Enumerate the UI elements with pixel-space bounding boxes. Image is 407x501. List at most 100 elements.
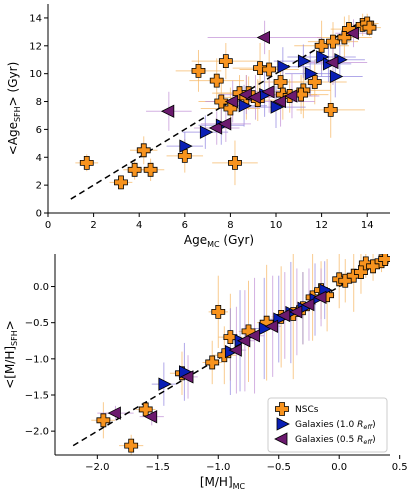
legend-marker [274,432,288,446]
data-point [224,94,239,109]
data-point [301,297,315,312]
legend: NSCs Galaxies (1.0 Reff) Galaxies (0.5 Ref… [267,397,388,453]
data-point [143,410,158,424]
legend-marker [276,417,290,431]
data-point [228,343,242,357]
x-axis-label-main: Age [184,233,207,247]
y-tick-label: 8 [36,97,42,108]
plot-area [70,13,381,200]
data-point [107,406,121,420]
age-panel: 0 2 4 6 8 10 12 14 0 2 4 6 8 10 12 14 AgeMC (Gyr) <AgeSFH… [6,4,390,249]
y-axis-label-sub: SFH [10,330,19,346]
data-point [358,256,373,271]
x-tick-label: −1.5 [146,462,170,473]
data-point [96,413,111,428]
y-tick-label: −0.5 [25,318,49,329]
x-tick-label: −0.5 [267,462,291,473]
y-tick-label: 12 [29,41,42,52]
legend-label-sub: eff [363,423,373,431]
data-point [325,55,339,70]
data-point [304,67,319,81]
data-point [313,290,327,305]
data-point [224,344,239,359]
y-axis-label: <[M/H]SFH> [3,320,19,389]
y-tick-label: 0.0 [33,282,49,293]
legend-marker [275,402,289,416]
data-point [323,102,338,117]
data-point [329,69,344,84]
y-tick-label: −1.5 [25,390,49,401]
data-point [228,155,242,170]
one-to-one-line [70,17,368,200]
data-point [179,139,193,153]
data-point [143,162,158,177]
legend-label-end: ) [372,420,376,430]
data-point [264,319,279,333]
x-axis-label-main: [M/H] [200,475,233,489]
y-tick-label: −2.0 [25,427,49,438]
x-axis-label-unit: (Gyr) [220,233,255,247]
data-point [217,117,232,131]
data-point [345,26,359,40]
y-tick-label: 6 [36,125,42,136]
metallicity-panel: −2.0 −1.5 −1.0 −0.5 0.0 0.5 −2.0 −1.5 −1.0 −0.5 0.… [3,254,407,491]
data-point [284,89,298,103]
data-point [276,308,291,323]
data-point [211,304,226,319]
legend-label-text: Galaxies (1.0 [295,420,357,430]
legend-label-sub: eff [363,438,373,446]
data-point [218,54,233,69]
y-axis-label-unit: > [3,320,17,330]
data-point [238,99,252,113]
data-point [307,75,322,89]
y-axis-label-unit: > (Gyr) [6,62,20,107]
x-axis-label-sub: MC [233,482,246,491]
data-point [160,104,175,118]
data-point [378,254,390,266]
data-point [158,377,172,391]
legend-label-end: ) [372,435,376,445]
data-point [136,143,151,158]
data-point [79,155,94,170]
legend-label-text: Galaxies (0.5 [295,435,357,445]
y-axis-label-main: <[M/H] [3,346,17,389]
y-tick-label: −1.0 [25,354,49,365]
data-point [191,63,206,78]
plot-area [72,254,390,455]
legend-label-italic: R [357,435,363,445]
x-tick-label: 12 [315,220,328,231]
data-point [205,355,220,370]
data-point [270,100,284,114]
legend-label-italic: R [357,420,363,430]
x-axis-label-sub: MC [207,240,220,249]
data-point [114,175,128,190]
y-tick-label: 0 [36,209,42,220]
legend-frame [267,397,388,453]
x-tick-label: 14 [361,220,374,231]
data-point [209,73,224,88]
data-point [253,61,267,75]
legend-label: NSCs [295,405,319,415]
data-point [223,101,238,116]
data-point [246,329,260,343]
markers-series-2 [107,290,327,424]
legend-label: Galaxies (1.0 Reff) [295,420,376,431]
x-tick-label: 0.0 [331,462,347,473]
x-tick-label: 4 [136,220,142,231]
markers-series-1 [179,50,348,153]
data-point [127,162,142,177]
y-tick-label: 14 [29,13,42,24]
x-tick-label: 2 [90,220,96,231]
x-axis-label: AgeMC (Gyr) [184,233,254,249]
data-point [326,34,340,49]
x-tick-label: −1.0 [206,462,230,473]
x-tick-label: −2.0 [85,462,109,473]
data-point [288,305,303,319]
data-point [223,330,238,345]
data-point [261,85,275,99]
data-point [199,125,214,139]
y-tick-label: 4 [36,153,42,164]
y-axis-label: <AgeSFH> (Gyr) [6,62,22,156]
data-point [208,121,223,135]
